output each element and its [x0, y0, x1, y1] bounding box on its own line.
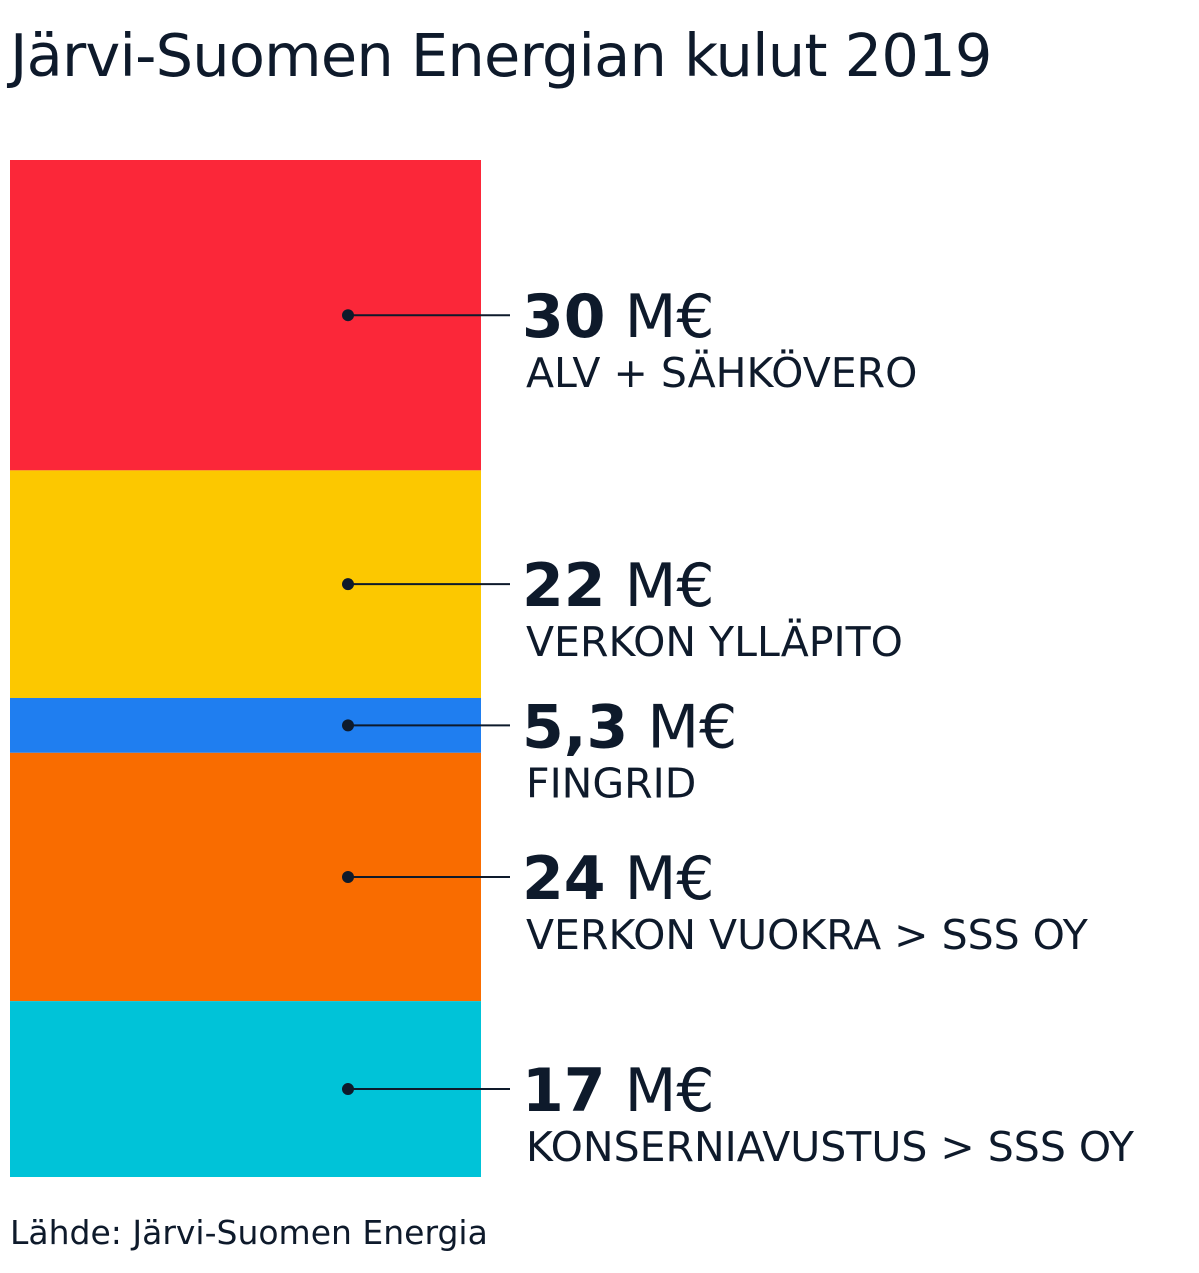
value-unit-1: M€ [606, 551, 715, 621]
value-label-4: 17 M€ [522, 1056, 715, 1126]
category-label-3: VERKON VUOKRA > SSS OY [526, 911, 1089, 959]
category-label-0: ALV + SÄHKÖVERO [526, 349, 917, 397]
value-unit-0: M€ [606, 282, 715, 352]
callout-1: 22 M€VERKON YLLÄPITO [342, 551, 903, 666]
callout-4: 17 M€KONSERNIAVUSTUS > SSS OY [342, 1056, 1135, 1171]
callout-2: 5,3 M€FINGRID [342, 692, 737, 807]
value-unit-4: M€ [606, 1056, 715, 1126]
value-unit-2: M€ [628, 692, 737, 762]
chart-title: Järvi-Suomen Energian kulut 2019 [10, 21, 992, 90]
source-note: Lähde: Järvi-Suomen Energia [10, 1213, 488, 1252]
value-number-1: 22 [522, 551, 606, 621]
value-label-3: 24 M€ [522, 844, 715, 914]
value-number-2: 5,3 [522, 692, 628, 762]
category-label-1: VERKON YLLÄPITO [526, 618, 903, 666]
category-label-4: KONSERNIAVUSTUS > SSS OY [526, 1123, 1135, 1171]
callout-3: 24 M€VERKON VUOKRA > SSS OY [342, 844, 1089, 959]
value-number-3: 24 [522, 844, 606, 914]
bar-segments [10, 160, 481, 1177]
value-label-0: 30 M€ [522, 282, 715, 352]
callout-0: 30 M€ALV + SÄHKÖVERO [342, 282, 917, 397]
category-label-2: FINGRID [526, 759, 696, 807]
value-label-2: 5,3 M€ [522, 692, 737, 762]
value-number-4: 17 [522, 1056, 606, 1126]
value-label-1: 22 M€ [522, 551, 715, 621]
value-unit-3: M€ [606, 844, 715, 914]
value-number-0: 30 [522, 282, 606, 352]
